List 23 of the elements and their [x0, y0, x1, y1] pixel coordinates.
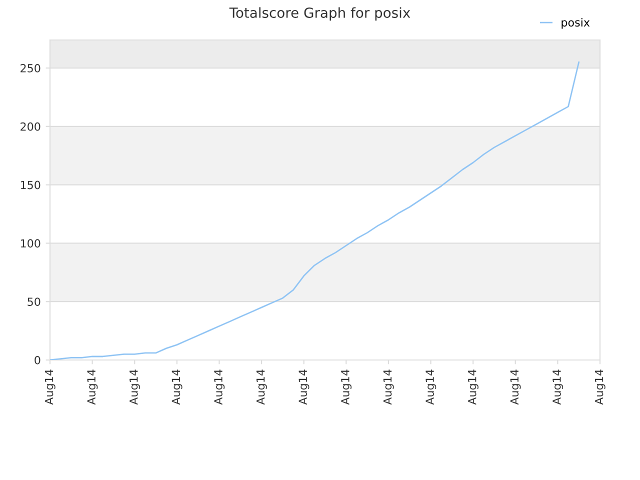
y-tick-label: 200	[20, 122, 40, 131]
x-tick-label: Aug14	[172, 370, 182, 405]
x-tick-label: Aug14	[214, 370, 225, 405]
y-tick-label: 100	[20, 239, 40, 248]
x-tick-label: Aug14	[468, 370, 478, 405]
x-tick-label: Aug14	[594, 370, 606, 405]
x-tick-label: Aug14	[87, 370, 98, 405]
x-tick-label: Aug14	[298, 370, 310, 405]
x-tick-label: Aug14	[383, 370, 394, 405]
x-tick-label: Aug14	[341, 370, 352, 405]
x-tick-label: Aug14	[552, 370, 564, 405]
x-tick-label: Aug14	[510, 370, 521, 405]
legend-label: posix	[562, 18, 590, 29]
chart-title: Totalscore Graph for posix	[229, 7, 410, 21]
y-tick-label: 150	[20, 180, 40, 190]
x-tick-label: Aug14	[44, 370, 56, 405]
y-tick-label: 0	[34, 356, 40, 364]
x-tick-label: Aug14	[426, 370, 436, 405]
line-series	[50, 61, 580, 360]
x-tick-label: Aug14	[130, 370, 140, 405]
y-tick-label: 50	[28, 298, 40, 306]
y-tick-label: 250	[20, 64, 40, 72]
x-tick-label: Aug14	[256, 370, 267, 405]
